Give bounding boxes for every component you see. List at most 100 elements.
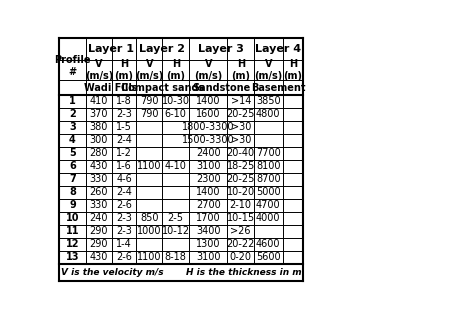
Text: 2: 2 [69, 109, 76, 119]
Text: 2-3: 2-3 [116, 213, 132, 223]
Text: 2300: 2300 [196, 174, 220, 184]
Text: 20-25: 20-25 [227, 174, 255, 184]
Text: >30: >30 [230, 122, 251, 132]
Text: 2-4: 2-4 [116, 135, 132, 145]
Text: 1400: 1400 [196, 187, 220, 197]
Text: H is the thickness in m.: H is the thickness in m. [186, 268, 305, 277]
Text: 4-6: 4-6 [116, 174, 132, 184]
Text: 6-10: 6-10 [165, 109, 187, 119]
Text: Sandstone: Sandstone [192, 82, 251, 93]
Text: 20-22: 20-22 [227, 239, 255, 249]
Text: Wadi Fills: Wadi Fills [84, 82, 137, 93]
Text: 1800-3300: 1800-3300 [182, 122, 235, 132]
Text: 4: 4 [69, 135, 76, 145]
Text: V
(m/s): V (m/s) [194, 59, 222, 81]
Text: 280: 280 [90, 148, 108, 158]
Text: Basement: Basement [251, 82, 306, 93]
Text: V is the velocity m/s: V is the velocity m/s [61, 268, 164, 277]
Text: H
(m): H (m) [231, 59, 250, 81]
Text: 330: 330 [90, 174, 108, 184]
Text: 240: 240 [90, 213, 108, 223]
Text: 2-10: 2-10 [230, 200, 252, 210]
Text: 6: 6 [69, 161, 76, 171]
Text: 7700: 7700 [256, 148, 281, 158]
Text: Layer 4: Layer 4 [255, 44, 301, 54]
Text: H
(m): H (m) [283, 59, 302, 81]
Text: 5: 5 [69, 148, 76, 158]
Text: 2-5: 2-5 [168, 213, 184, 223]
Text: 790: 790 [140, 96, 158, 106]
Text: 1-5: 1-5 [116, 122, 132, 132]
Text: 1100: 1100 [137, 161, 162, 171]
Text: Layer 1: Layer 1 [88, 44, 134, 54]
Text: 1-8: 1-8 [116, 96, 132, 106]
Text: 11: 11 [66, 226, 79, 236]
Text: 10-12: 10-12 [162, 226, 190, 236]
Text: 13: 13 [66, 252, 79, 262]
Text: 8100: 8100 [256, 161, 281, 171]
Text: 4000: 4000 [256, 213, 281, 223]
Text: 7: 7 [69, 174, 76, 184]
Text: 850: 850 [140, 213, 158, 223]
Text: 18-25: 18-25 [227, 161, 255, 171]
Text: 290: 290 [90, 239, 108, 249]
Text: 3850: 3850 [256, 96, 281, 106]
Text: 430: 430 [90, 252, 108, 262]
Text: 8-18: 8-18 [165, 252, 187, 262]
Text: >26: >26 [230, 226, 251, 236]
Text: 1-6: 1-6 [116, 161, 132, 171]
Text: 9: 9 [69, 200, 76, 210]
Text: 430: 430 [90, 161, 108, 171]
Text: V
(m/s): V (m/s) [254, 59, 283, 81]
Text: 5000: 5000 [256, 187, 281, 197]
Text: 12: 12 [66, 239, 79, 249]
Text: 2-6: 2-6 [116, 252, 132, 262]
Text: 5600: 5600 [256, 252, 281, 262]
Text: 2400: 2400 [196, 148, 220, 158]
Text: 1600: 1600 [196, 109, 220, 119]
Text: 3100: 3100 [196, 252, 220, 262]
Text: 300: 300 [90, 135, 108, 145]
Text: H
(m): H (m) [115, 59, 134, 81]
Text: 1: 1 [69, 96, 76, 106]
Text: 1700: 1700 [196, 213, 220, 223]
Text: 790: 790 [140, 109, 158, 119]
Text: 410: 410 [90, 96, 108, 106]
Text: 1000: 1000 [137, 226, 162, 236]
Text: 1-2: 1-2 [116, 148, 132, 158]
Text: 20-25: 20-25 [227, 109, 255, 119]
Text: 2-3: 2-3 [116, 226, 132, 236]
Text: 2700: 2700 [196, 200, 220, 210]
Text: 1400: 1400 [196, 96, 220, 106]
Text: 10: 10 [66, 213, 79, 223]
Text: 4600: 4600 [256, 239, 281, 249]
Text: 290: 290 [90, 226, 108, 236]
Text: 3100: 3100 [196, 161, 220, 171]
Text: 1500-3300: 1500-3300 [182, 135, 235, 145]
Text: >30: >30 [230, 135, 251, 145]
Text: 1-4: 1-4 [116, 239, 132, 249]
Text: 2-4: 2-4 [116, 187, 132, 197]
Text: Layer 3: Layer 3 [199, 44, 245, 54]
Text: 380: 380 [90, 122, 108, 132]
Text: 4800: 4800 [256, 109, 281, 119]
Text: 8: 8 [69, 187, 76, 197]
Text: 0-20: 0-20 [230, 252, 252, 262]
Text: 10-20: 10-20 [227, 187, 255, 197]
Text: 330: 330 [90, 200, 108, 210]
Text: V
(m/s): V (m/s) [85, 59, 113, 81]
Text: 260: 260 [90, 187, 108, 197]
Text: 10-15: 10-15 [227, 213, 255, 223]
Text: Compact sands: Compact sands [121, 82, 204, 93]
Text: 4700: 4700 [256, 200, 281, 210]
Text: 3: 3 [69, 122, 76, 132]
Text: 2-3: 2-3 [116, 109, 132, 119]
Text: 4-10: 4-10 [165, 161, 187, 171]
Text: 2-6: 2-6 [116, 200, 132, 210]
Text: 3400: 3400 [196, 226, 220, 236]
Text: 10-30: 10-30 [162, 96, 190, 106]
Text: 1100: 1100 [137, 252, 162, 262]
Text: H
(m): H (m) [166, 59, 185, 81]
Text: Layer 2: Layer 2 [139, 44, 185, 54]
Text: 20-40: 20-40 [227, 148, 255, 158]
